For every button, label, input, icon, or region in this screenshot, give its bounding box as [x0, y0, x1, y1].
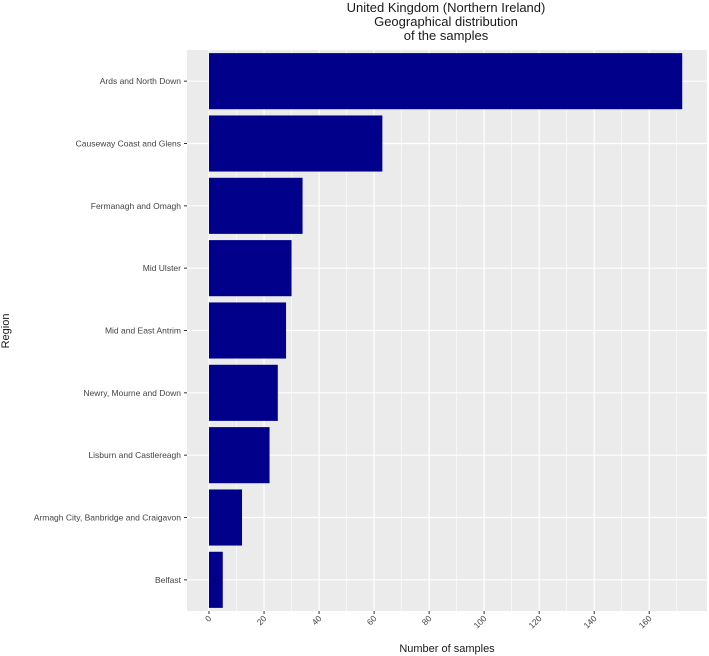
x-tick-label: 140: [582, 613, 599, 630]
category-label: Armagh City, Banbridge and Craigavon: [34, 513, 182, 523]
x-axis-title: Number of samples: [399, 643, 495, 655]
category-labels: Ards and North Down Causeway Coast and Gl…: [34, 76, 187, 585]
category-label: Mid Ulster: [143, 263, 181, 273]
chart-title-line: United Kingdom (Northern Ireland): [347, 0, 546, 15]
x-tick-label: 40: [310, 613, 324, 627]
bar: [209, 489, 243, 546]
x-tick-label: 100: [471, 613, 488, 630]
chart-title-line: Geographical distribution: [374, 14, 518, 29]
category-label: Causeway Coast and Glens: [76, 139, 181, 149]
bars: [209, 53, 683, 608]
chart-title-line: of the samples: [404, 28, 489, 43]
x-axis-ticks: 0 20 40 60 80 100 120 140 160: [203, 611, 654, 630]
bar: [209, 427, 270, 484]
bar: [209, 364, 278, 421]
y-axis-title: Region: [0, 314, 12, 349]
category-label: Lisburn and Castlereagh: [88, 450, 181, 460]
bar: [209, 240, 292, 297]
x-tick-label: 20: [255, 613, 269, 627]
category-label: Mid and East Antrim: [105, 326, 181, 336]
x-tick-label: 0: [203, 613, 214, 624]
category-label: Belfast: [155, 575, 182, 585]
bar: [209, 115, 383, 172]
bar: [209, 302, 287, 359]
category-label: Fermanagh and Omagh: [91, 201, 182, 211]
x-tick-label: 160: [637, 613, 654, 630]
x-tick-label: 60: [365, 613, 379, 627]
bar: [209, 177, 303, 234]
category-label: Newry, Mourne and Down: [83, 388, 181, 398]
chart-title: United Kingdom (Northern Ireland) Geogra…: [347, 0, 546, 43]
x-tick-label: 80: [420, 613, 434, 627]
bar: [209, 551, 223, 608]
category-label: Ards and North Down: [100, 76, 182, 86]
bar: [209, 53, 683, 110]
x-tick-label: 120: [526, 613, 543, 630]
